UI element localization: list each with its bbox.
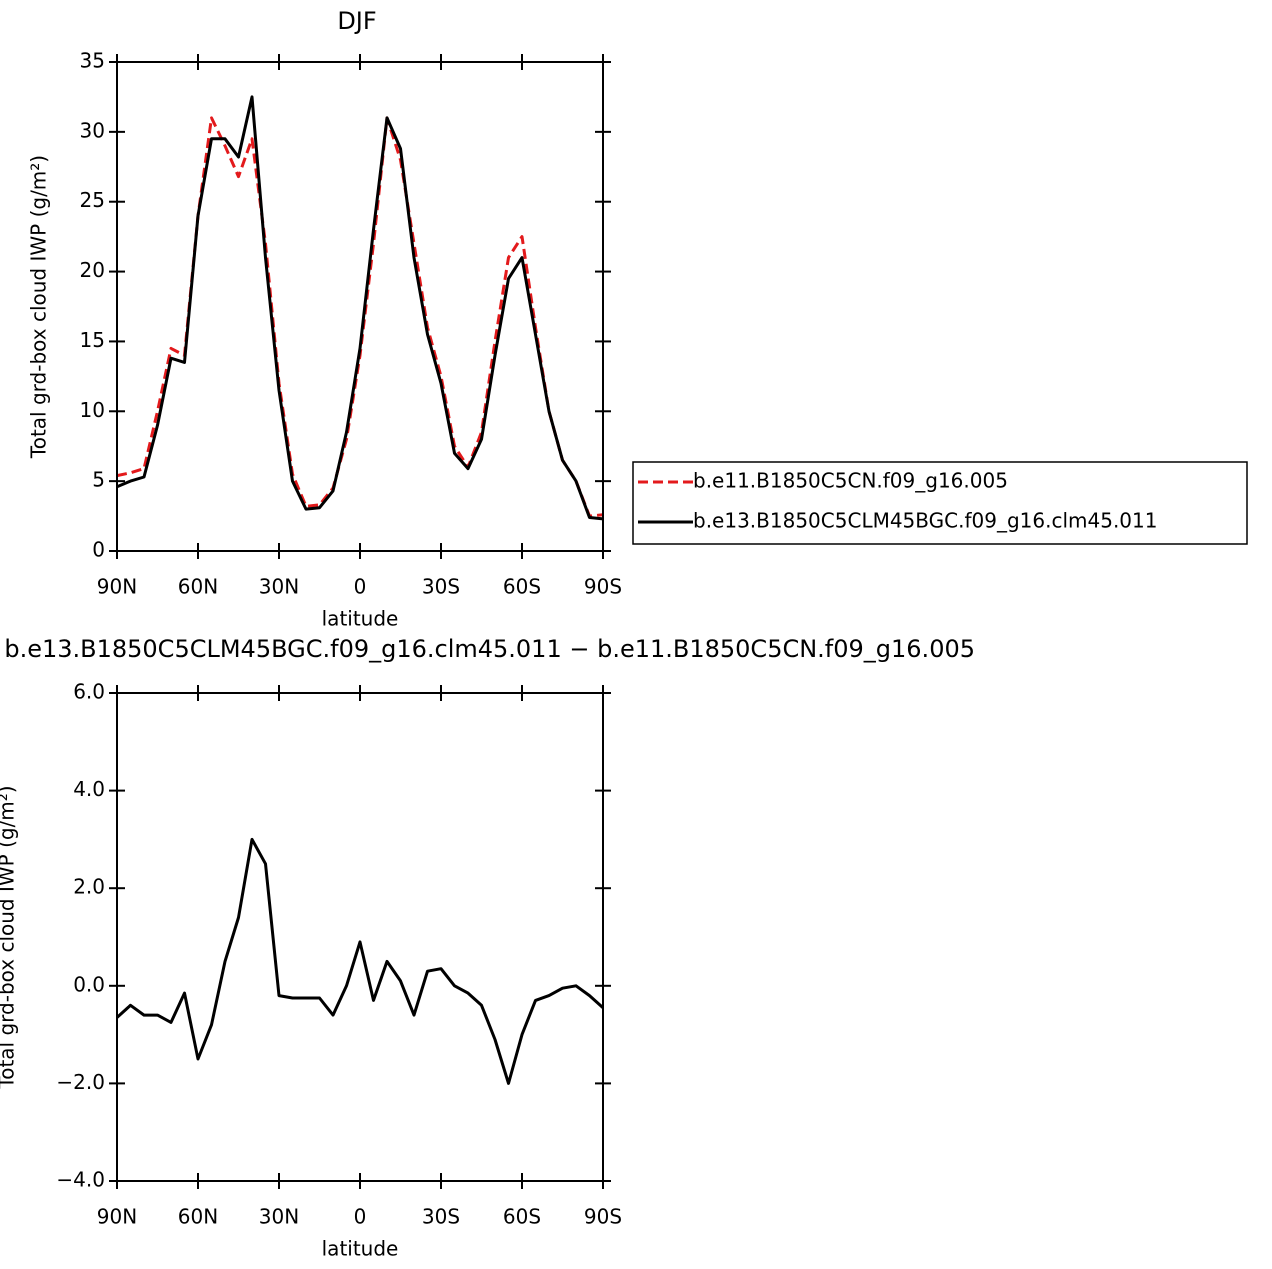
x-axis-label: latitude — [322, 607, 399, 631]
data-line — [115, 837, 605, 1085]
y-tick-label: 2.0 — [73, 875, 105, 899]
legend-label: b.e11.B1850C5CN.f09_g16.005 — [693, 469, 1008, 493]
y-tick-label: −2.0 — [56, 1070, 105, 1094]
x-tick-label: 60S — [503, 575, 541, 599]
y-tick-label: 35 — [80, 49, 105, 73]
y-tick-label: 0.0 — [73, 972, 105, 996]
x-tick-label: 60N — [178, 1205, 218, 1229]
y-tick-label: 0 — [92, 538, 105, 562]
y-axis-label: Total grd-box cloud IWP (g/m²) — [27, 155, 51, 459]
y-tick-label: 5 — [92, 468, 105, 492]
plot-frame — [116, 61, 604, 552]
y-tick-label: 25 — [80, 188, 105, 212]
x-tick-label: 30S — [422, 575, 460, 599]
y-tick-label: 6.0 — [73, 680, 105, 704]
data-line — [116, 95, 604, 521]
legend-box — [632, 461, 1248, 545]
y-axis-label: Total grd-box cloud IWP (g/m²) — [0, 785, 19, 1089]
x-tick-label: 0 — [354, 575, 367, 599]
x-tick-label: 30N — [259, 575, 299, 599]
y-tick-label: 10 — [80, 398, 105, 422]
plot-frame — [116, 692, 604, 1182]
legend-label: b.e13.B1850C5CLM45BGC.f09_g16.clm45.011 — [693, 509, 1157, 533]
x-tick-label: 90S — [584, 575, 622, 599]
x-tick-label: 90N — [97, 575, 137, 599]
y-tick-label: 30 — [80, 118, 105, 142]
y-tick-label: 15 — [80, 328, 105, 352]
x-tick-label: 0 — [354, 1205, 367, 1229]
y-tick-label: 4.0 — [73, 777, 105, 801]
x-axis-label: latitude — [322, 1237, 399, 1261]
chart-title: DJF — [337, 7, 376, 35]
x-tick-label: 60S — [503, 1205, 541, 1229]
y-tick-label: 20 — [80, 258, 105, 282]
x-tick-label: 30S — [422, 1205, 460, 1229]
chart-title: b.e13.B1850C5CLM45BGC.f09_g16.clm45.011 … — [4, 635, 975, 663]
x-tick-label: 90S — [584, 1205, 622, 1229]
y-tick-label: −4.0 — [56, 1168, 105, 1192]
x-tick-label: 30N — [259, 1205, 299, 1229]
x-tick-label: 60N — [178, 575, 218, 599]
x-tick-label: 90N — [97, 1205, 137, 1229]
